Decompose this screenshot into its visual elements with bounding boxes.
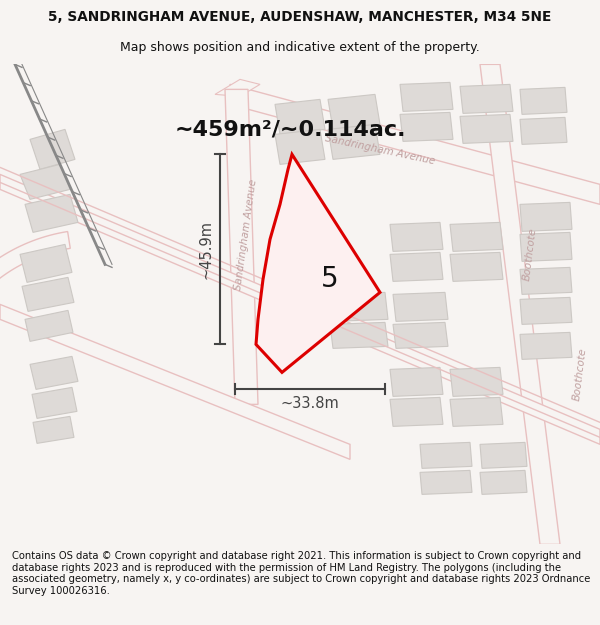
Polygon shape — [390, 398, 443, 426]
Polygon shape — [520, 298, 572, 324]
Polygon shape — [400, 82, 453, 111]
Polygon shape — [328, 94, 380, 129]
Polygon shape — [393, 322, 448, 348]
Text: 5, SANDRINGHAM AVENUE, AUDENSHAW, MANCHESTER, M34 5NE: 5, SANDRINGHAM AVENUE, AUDENSHAW, MANCHE… — [49, 10, 551, 24]
Polygon shape — [20, 164, 70, 199]
Text: Boothcote: Boothcote — [522, 228, 538, 281]
Polygon shape — [460, 114, 513, 143]
Text: Contains OS data © Crown copyright and database right 2021. This information is : Contains OS data © Crown copyright and d… — [12, 551, 590, 596]
Polygon shape — [420, 471, 472, 494]
Polygon shape — [480, 64, 560, 544]
Polygon shape — [25, 194, 78, 232]
Polygon shape — [390, 222, 443, 251]
Polygon shape — [30, 356, 78, 389]
Polygon shape — [0, 231, 70, 379]
Polygon shape — [30, 129, 75, 169]
Text: 5: 5 — [321, 266, 339, 293]
Polygon shape — [520, 202, 572, 231]
Polygon shape — [520, 332, 572, 359]
Polygon shape — [275, 99, 325, 134]
Polygon shape — [450, 253, 503, 281]
Polygon shape — [215, 79, 260, 96]
Polygon shape — [25, 311, 73, 341]
Text: Sandringham Avenue: Sandringham Avenue — [233, 178, 259, 291]
Text: Boothcote: Boothcote — [572, 348, 588, 401]
Polygon shape — [460, 84, 513, 113]
Polygon shape — [420, 442, 472, 468]
Polygon shape — [0, 304, 350, 459]
Polygon shape — [450, 398, 503, 426]
Text: ~459m²/~0.114ac.: ~459m²/~0.114ac. — [174, 119, 406, 139]
Polygon shape — [22, 278, 74, 311]
Polygon shape — [400, 112, 453, 141]
Polygon shape — [450, 222, 503, 251]
Text: ~33.8m: ~33.8m — [281, 396, 340, 411]
Polygon shape — [32, 388, 77, 418]
Polygon shape — [20, 244, 72, 282]
Polygon shape — [450, 368, 503, 396]
Polygon shape — [520, 268, 572, 294]
Text: ~45.9m: ~45.9m — [199, 220, 214, 279]
Polygon shape — [520, 232, 572, 261]
Polygon shape — [480, 471, 527, 494]
Polygon shape — [520, 88, 567, 114]
Polygon shape — [330, 292, 388, 321]
Text: Sandringham Avenue: Sandringham Avenue — [324, 133, 436, 166]
Polygon shape — [225, 89, 258, 404]
Polygon shape — [393, 292, 448, 321]
Text: Map shows position and indicative extent of the property.: Map shows position and indicative extent… — [120, 41, 480, 54]
Polygon shape — [390, 368, 443, 396]
Polygon shape — [390, 253, 443, 281]
Polygon shape — [330, 322, 388, 348]
Polygon shape — [230, 84, 600, 204]
Polygon shape — [328, 124, 380, 159]
Polygon shape — [0, 174, 600, 444]
Polygon shape — [256, 154, 380, 372]
Polygon shape — [480, 442, 527, 468]
Polygon shape — [112, 553, 341, 625]
Polygon shape — [520, 118, 567, 144]
Polygon shape — [275, 129, 325, 164]
Polygon shape — [33, 416, 74, 443]
